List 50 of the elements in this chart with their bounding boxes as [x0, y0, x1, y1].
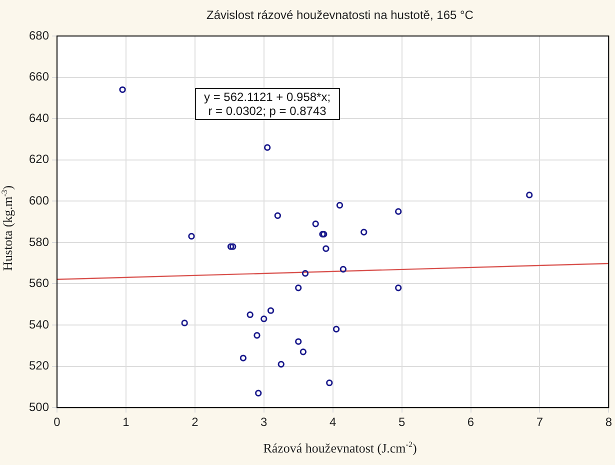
point	[230, 243, 236, 250]
y-tick-label: 680	[28, 28, 50, 42]
point	[302, 270, 309, 277]
point	[260, 315, 268, 322]
point	[336, 202, 344, 209]
point	[395, 284, 402, 292]
point	[340, 266, 347, 273]
x-tick-label: 6	[467, 415, 474, 430]
y-tick-label: 560	[28, 276, 50, 290]
point	[267, 307, 274, 314]
x-tick-label: 7	[536, 415, 544, 430]
y-tick-label: 640	[28, 110, 50, 125]
x-tick-label: 8	[605, 415, 612, 430]
y-tick-label: 500	[28, 400, 50, 414]
point	[322, 245, 330, 252]
point	[312, 220, 319, 228]
x-axis-title: Rázová houževnatost (J.cm$^{-2}$)	[262, 440, 418, 456]
y-tick-label: 520	[28, 358, 50, 373]
x-tick-label: 0	[54, 415, 61, 430]
x-tick-label: 1	[122, 415, 130, 430]
point	[227, 243, 234, 250]
point	[181, 320, 188, 326]
point	[526, 192, 533, 198]
x-tick-label: 5	[398, 415, 406, 430]
point	[240, 354, 247, 362]
x-tick-label: 3	[260, 415, 268, 430]
y-tick-label: 660	[28, 70, 50, 84]
point	[264, 144, 271, 151]
point	[278, 360, 284, 368]
point	[300, 348, 307, 356]
y-tick-label: 540	[28, 317, 50, 332]
annotation: y = 562.1121 + 0.958*x; r = 0.0302; p = 0.8743	[195, 88, 340, 120]
point	[254, 332, 260, 339]
point	[246, 311, 254, 318]
x-tick-label: 2	[192, 415, 199, 430]
y-tick-label: 580	[28, 234, 50, 249]
x-tick-label: 4	[330, 415, 336, 430]
point	[332, 326, 340, 332]
point	[295, 284, 302, 292]
y-tick-label: 620	[28, 152, 50, 166]
chart-title: Závislost rázové houževnatosti na hustotě, 165 °C	[206, 8, 474, 22]
point	[119, 86, 126, 94]
point	[255, 390, 262, 396]
point	[274, 212, 282, 219]
point	[326, 379, 333, 386]
point	[395, 208, 402, 215]
point	[295, 338, 302, 345]
y-tick-label: 600	[28, 193, 50, 208]
point	[188, 232, 195, 240]
point	[360, 228, 368, 236]
